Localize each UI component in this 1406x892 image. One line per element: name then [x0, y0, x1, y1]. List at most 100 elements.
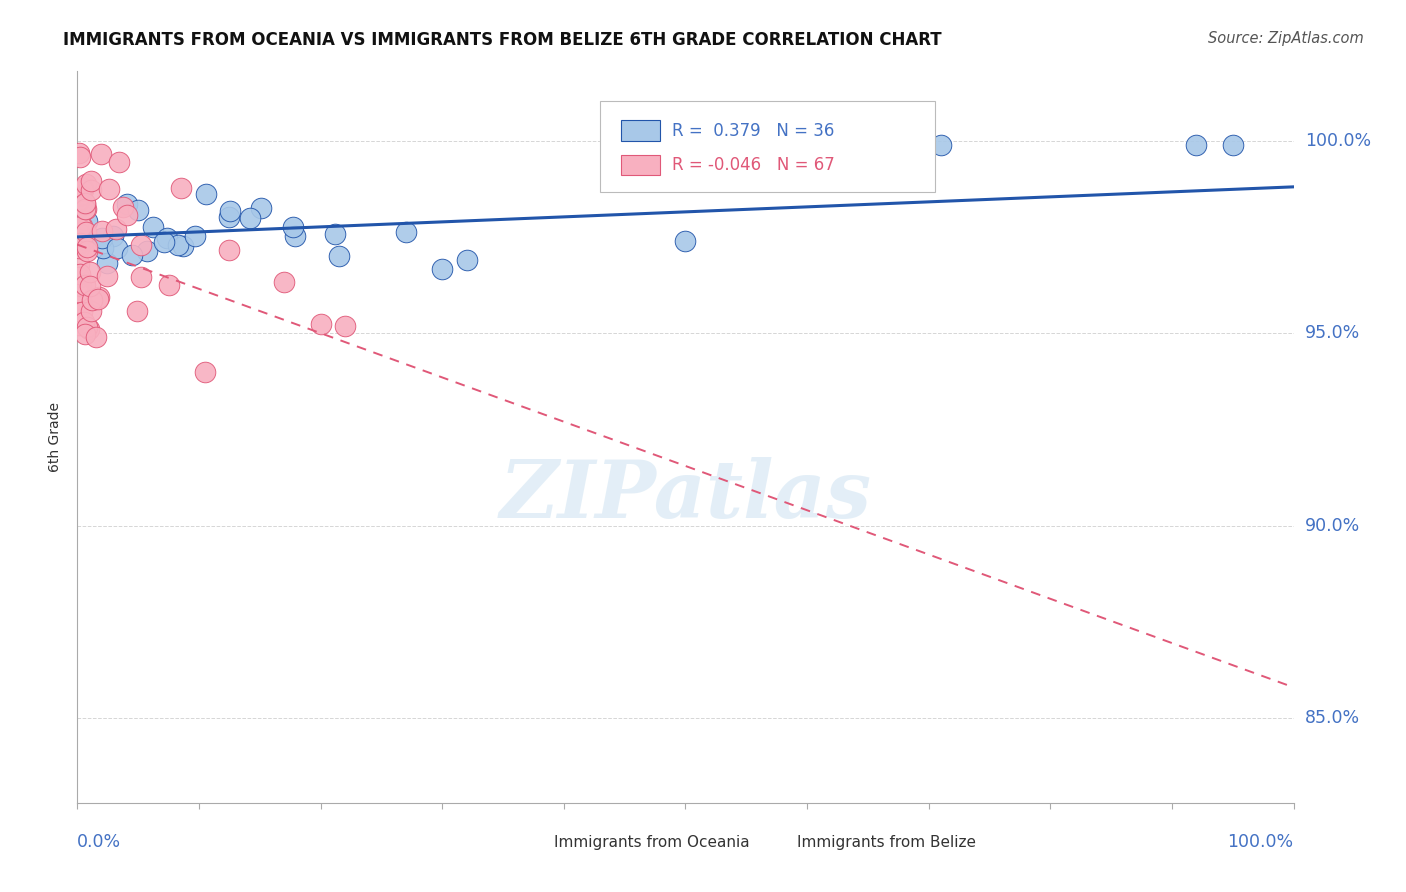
- Text: R =  0.379   N = 36: R = 0.379 N = 36: [672, 121, 834, 140]
- Point: [115, 208, 138, 222]
- Point: [153, 235, 176, 249]
- Point: [69, 318, 91, 333]
- Point: [125, 304, 148, 318]
- Point: [284, 228, 307, 243]
- FancyBboxPatch shape: [621, 154, 659, 175]
- Point: [131, 269, 153, 284]
- Point: [73, 197, 96, 211]
- Point: [91, 241, 114, 255]
- Point: [929, 137, 952, 152]
- Point: [195, 187, 218, 202]
- Point: [70, 304, 93, 318]
- Point: [121, 248, 143, 262]
- Point: [194, 366, 217, 380]
- Text: Immigrants from Oceania: Immigrants from Oceania: [554, 835, 749, 850]
- Point: [430, 262, 453, 277]
- Point: [67, 220, 90, 235]
- FancyBboxPatch shape: [522, 836, 548, 849]
- Point: [103, 229, 125, 244]
- Point: [67, 257, 90, 271]
- Point: [167, 238, 190, 252]
- Point: [105, 241, 128, 255]
- Point: [218, 243, 240, 257]
- Point: [219, 203, 242, 218]
- Point: [1185, 137, 1208, 152]
- Point: [96, 268, 118, 283]
- Text: 95.0%: 95.0%: [1305, 324, 1360, 343]
- Point: [67, 285, 90, 299]
- Point: [67, 237, 90, 252]
- Point: [67, 193, 90, 207]
- Point: [333, 318, 356, 333]
- Point: [111, 201, 134, 215]
- Point: [69, 285, 91, 299]
- Point: [328, 250, 350, 264]
- Point: [72, 184, 94, 198]
- Point: [218, 210, 240, 224]
- Point: [75, 326, 97, 341]
- Point: [105, 222, 128, 236]
- Point: [75, 202, 97, 216]
- Point: [70, 285, 93, 299]
- FancyBboxPatch shape: [600, 101, 935, 192]
- Point: [79, 265, 101, 279]
- Text: R = -0.046   N = 67: R = -0.046 N = 67: [672, 156, 835, 174]
- Point: [323, 227, 346, 241]
- FancyBboxPatch shape: [765, 836, 792, 849]
- Point: [70, 188, 93, 202]
- Text: IMMIGRANTS FROM OCEANIA VS IMMIGRANTS FROM BELIZE 6TH GRADE CORRELATION CHART: IMMIGRANTS FROM OCEANIA VS IMMIGRANTS FR…: [63, 31, 942, 49]
- Point: [69, 236, 91, 251]
- Point: [91, 224, 114, 238]
- Text: ZIPatlas: ZIPatlas: [499, 457, 872, 534]
- Point: [87, 289, 110, 303]
- Point: [77, 322, 100, 336]
- Point: [395, 225, 418, 239]
- FancyBboxPatch shape: [621, 120, 659, 141]
- Point: [70, 219, 93, 234]
- Point: [76, 244, 98, 259]
- Point: [70, 279, 93, 293]
- Point: [72, 180, 94, 194]
- Point: [76, 240, 98, 254]
- Point: [75, 225, 97, 239]
- Point: [67, 270, 90, 285]
- Point: [170, 181, 193, 195]
- Point: [239, 211, 262, 225]
- Point: [108, 155, 131, 169]
- Text: Source: ZipAtlas.com: Source: ZipAtlas.com: [1208, 31, 1364, 46]
- Point: [75, 178, 97, 192]
- Point: [309, 317, 332, 331]
- Point: [67, 226, 90, 240]
- Point: [67, 295, 90, 310]
- Point: [79, 278, 101, 293]
- Point: [79, 174, 101, 188]
- Text: 100.0%: 100.0%: [1227, 833, 1294, 851]
- Point: [76, 214, 98, 228]
- Point: [84, 329, 107, 343]
- Point: [96, 256, 118, 270]
- Point: [97, 182, 120, 196]
- Point: [273, 275, 295, 289]
- Point: [73, 315, 96, 329]
- Text: 100.0%: 100.0%: [1305, 132, 1371, 150]
- Point: [135, 244, 157, 259]
- Point: [70, 297, 93, 311]
- Point: [675, 234, 697, 248]
- Point: [67, 194, 90, 209]
- Point: [249, 201, 271, 215]
- Point: [67, 313, 90, 327]
- Point: [80, 183, 103, 197]
- Point: [73, 233, 96, 247]
- Point: [69, 207, 91, 221]
- Point: [157, 277, 180, 292]
- Point: [1222, 137, 1244, 152]
- Point: [127, 202, 149, 217]
- Point: [73, 278, 96, 293]
- Point: [69, 150, 91, 164]
- Point: [67, 145, 90, 160]
- Text: 0.0%: 0.0%: [77, 833, 121, 851]
- Point: [893, 137, 915, 152]
- Point: [115, 196, 138, 211]
- Point: [75, 202, 97, 217]
- Point: [90, 231, 112, 245]
